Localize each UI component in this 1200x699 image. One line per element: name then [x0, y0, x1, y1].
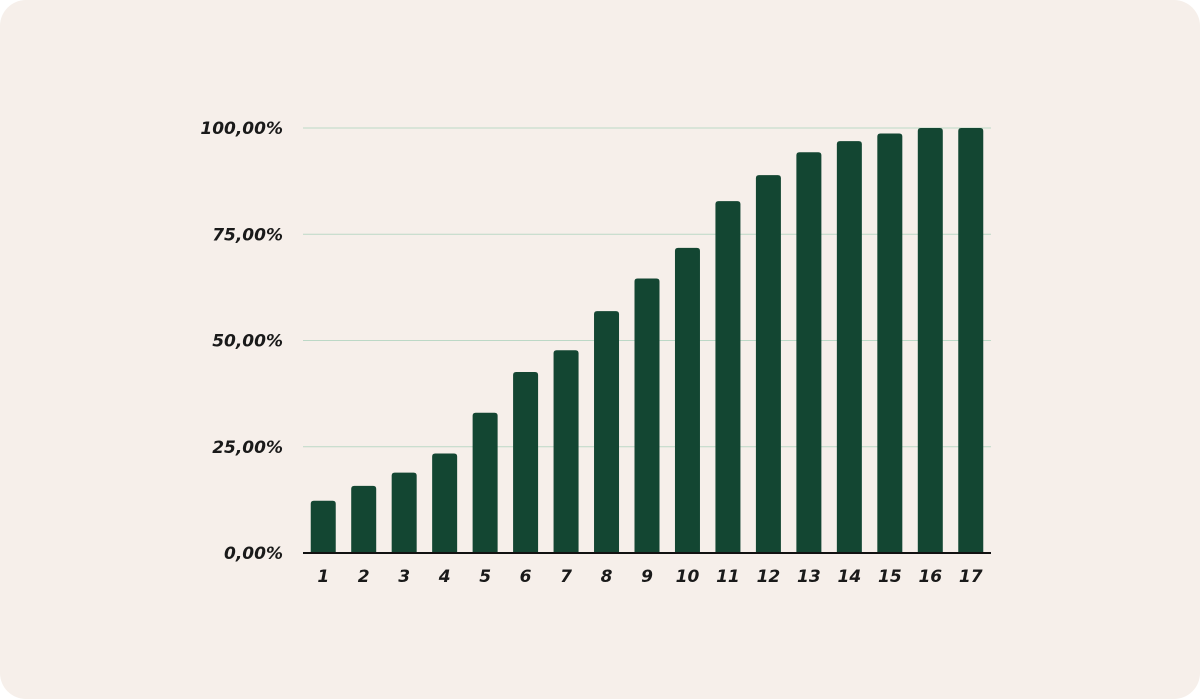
bar [513, 371, 539, 553]
x-tick-label: 10 [676, 567, 700, 587]
bar [836, 141, 862, 554]
x-tick-label: 15 [878, 567, 902, 587]
x-tick-label: 13 [797, 567, 821, 587]
bar [634, 278, 660, 553]
x-tick-label: 16 [918, 567, 942, 587]
x-tick-label: 7 [560, 567, 572, 587]
y-tick-label: 50,00% [212, 332, 283, 352]
bar [674, 247, 700, 553]
y-axis-tick-labels: 0,00% 25,00% 50,00% 75,00% 100,00% [200, 119, 283, 564]
bar [796, 152, 822, 553]
x-tick-label: 6 [520, 567, 532, 587]
x-tick-label: 14 [838, 567, 862, 587]
x-tick-label: 17 [959, 567, 983, 587]
bar [391, 472, 417, 553]
x-tick-label: 3 [398, 567, 410, 587]
x-tick-label: 2 [358, 567, 370, 587]
x-axis-tick-labels: 1 2 3 4 5 6 7 8 9 10 11 12 13 14 15 16 17 [317, 567, 982, 587]
bars [310, 128, 984, 554]
bar [917, 128, 943, 553]
bar [594, 311, 620, 553]
bar [351, 485, 377, 553]
bar [877, 133, 903, 553]
y-tick-label: 100,00% [200, 119, 283, 139]
y-tick-label: 25,00% [212, 438, 283, 458]
bar [472, 412, 498, 553]
bar [553, 350, 579, 553]
x-tick-label: 4 [438, 567, 451, 587]
bar [958, 128, 984, 553]
y-tick-label: 75,00% [212, 225, 283, 245]
x-tick-label: 8 [601, 567, 613, 587]
bar [755, 175, 781, 554]
x-tick-label: 12 [757, 567, 781, 587]
bar [432, 453, 458, 553]
x-tick-label: 11 [716, 567, 740, 587]
x-tick-label: 5 [479, 567, 491, 587]
x-tick-label: 9 [641, 567, 653, 587]
bar [310, 500, 336, 553]
y-tick-label: 0,00% [224, 544, 283, 564]
x-tick-label: 1 [317, 567, 329, 587]
bar [715, 201, 741, 553]
